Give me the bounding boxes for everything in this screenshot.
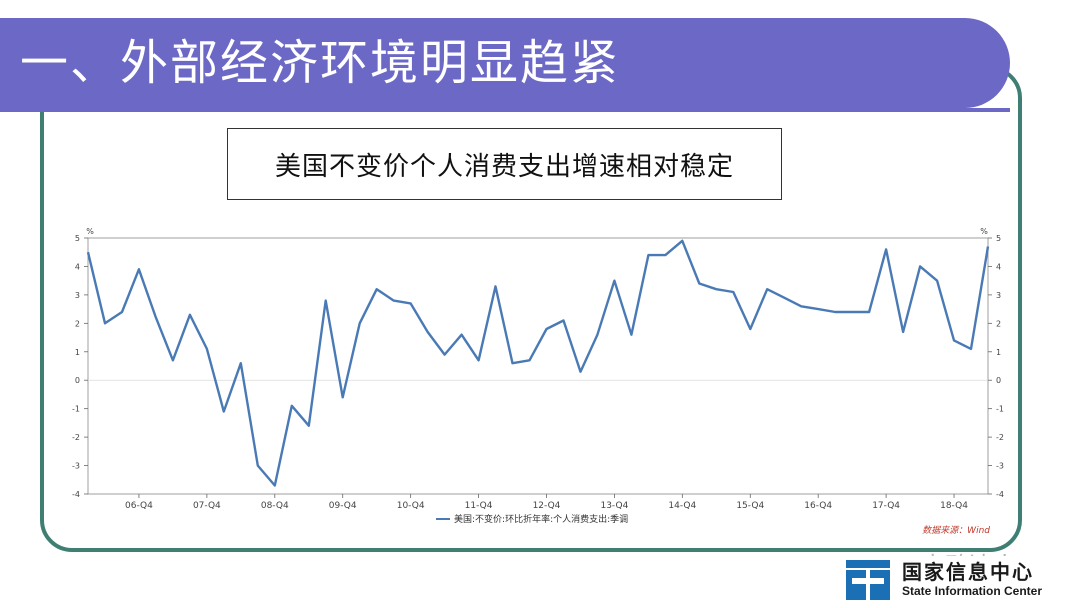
- y-tick-label-right: -1: [996, 405, 1004, 414]
- x-tick-label: 09-Q4: [329, 501, 357, 511]
- state-information-center-logo-icon: [846, 560, 890, 600]
- slide-title: 一、外部经济环境明显趋紧: [20, 35, 621, 91]
- chart-title-box: 美国不变价个人消费支出增速相对稳定: [227, 128, 782, 200]
- source-label: 数据来源：Wind: [922, 525, 990, 536]
- x-tick-label: 14-Q4: [668, 501, 696, 511]
- x-tick-label: 15-Q4: [736, 501, 764, 511]
- x-tick-label: 18-Q4: [940, 501, 968, 511]
- y-tick-label-right: -4: [996, 490, 1004, 499]
- y-tick-label-left: 4: [75, 262, 80, 271]
- plot-border: [87, 237, 989, 495]
- y-tick-label-left: 5: [75, 234, 80, 243]
- chart-axes: 5 5 4 4 3 3 2 2 1 1 0 0 -1 -1 -2 -2 -3 -3 -4 -4% % 06-Q4 07-Q4…: [72, 227, 1004, 511]
- y-tick-label-right: 3: [996, 291, 1001, 300]
- chart-title: 美国不变价个人消费支出增速相对稳定: [274, 151, 734, 182]
- x-tick-label: 16-Q4: [804, 501, 832, 511]
- y-tick-label-right: 5: [996, 234, 1001, 243]
- logo-name-en: State Information Center: [902, 584, 1043, 598]
- x-tick-label: 17-Q4: [872, 501, 900, 511]
- y-tick-label-left: 1: [75, 348, 80, 357]
- x-tick-label: 07-Q4: [193, 501, 221, 511]
- organization-logo: 国家信息中心 State Information Center: [846, 556, 1080, 608]
- x-tick-label: 06-Q4: [125, 501, 153, 511]
- x-tick-label: 11-Q4: [465, 501, 493, 511]
- y-tick-label-left: -4: [72, 490, 80, 499]
- y-tick-label-left: -1: [72, 405, 80, 414]
- x-tick-label: 10-Q4: [397, 501, 425, 511]
- y-tick-label-right: -2: [996, 433, 1004, 442]
- title-banner: [0, 18, 1010, 108]
- y-tick-label-left: 3: [75, 291, 80, 300]
- y-tick-label-left: -2: [72, 433, 80, 442]
- y-tick-label-right: -3: [996, 462, 1004, 471]
- y-unit-left: %: [86, 227, 94, 236]
- x-tick-label: 08-Q4: [261, 501, 289, 511]
- y-tick-label-right: 0: [996, 376, 1001, 385]
- y-tick-label-left: -3: [72, 462, 80, 471]
- x-tick-label: 13-Q4: [600, 501, 628, 511]
- x-tick-label: 12-Q4: [533, 501, 561, 511]
- banner-underline: [0, 108, 1010, 112]
- y-tick-label-right: 1: [996, 348, 1001, 357]
- y-unit-right: %: [980, 227, 988, 236]
- chart-series: [86, 239, 990, 487]
- y-tick-label-left: 0: [75, 376, 80, 385]
- series-line: [86, 239, 990, 487]
- legend-label: 美国:不变价:环比折年率:个人消费支出:季调: [454, 513, 628, 525]
- logo-name-cn: 国家信息中心: [902, 560, 1034, 584]
- y-tick-label-left: 2: [75, 319, 80, 328]
- y-tick-label-right: 2: [996, 319, 1001, 328]
- y-tick-label-right: 4: [996, 262, 1001, 271]
